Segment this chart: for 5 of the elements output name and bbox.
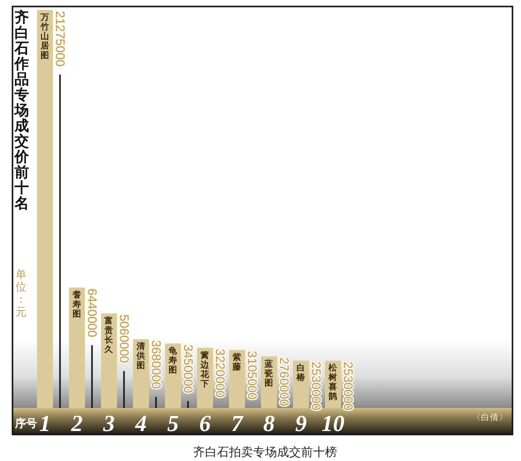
xlabel: 序号 [15, 418, 37, 430]
title: 齐白石作品专场成交价前十名 [14, 10, 30, 212]
note: 〈白倩〉 [472, 412, 508, 422]
caption: 齐白石拍卖专场成交前十榜 [193, 445, 337, 459]
ylabel: 单位：元 [16, 269, 26, 318]
